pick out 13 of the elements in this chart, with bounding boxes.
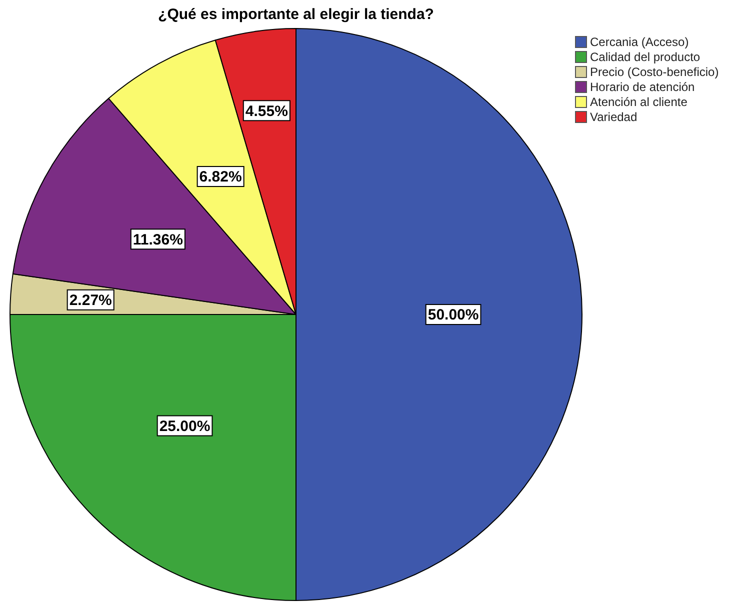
legend-label: Variedad — [590, 110, 638, 124]
data-label: 11.36% — [132, 231, 183, 248]
data-label: 2.27% — [69, 292, 112, 309]
legend-label: Cercania (Acceso) — [590, 35, 689, 49]
chart-title: ¿Qué es importante al elegir la tienda? — [158, 6, 434, 24]
data-label: 4.55% — [245, 102, 288, 120]
legend-label: Precio (Costo-beneficio) — [590, 65, 719, 79]
data-label: 25.00% — [159, 418, 210, 435]
data-label: 50.00% — [428, 306, 479, 324]
legend-label: Calidad del producto — [590, 50, 700, 64]
legend-label: Horario de atención — [590, 80, 695, 94]
data-label: 6.82% — [199, 168, 242, 186]
legend-label: Atención al cliente — [590, 95, 688, 109]
